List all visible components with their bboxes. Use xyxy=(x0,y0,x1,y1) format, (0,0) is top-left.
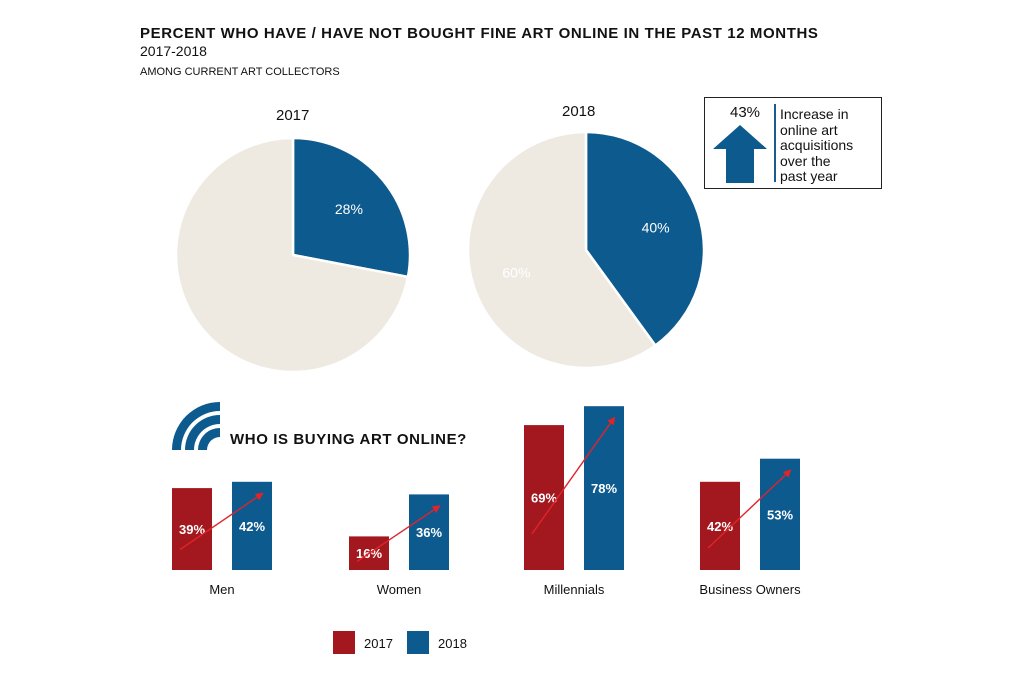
legend-swatch-2017 xyxy=(333,631,355,654)
pie-2018-slice-0 xyxy=(584,130,706,348)
trend-arrow xyxy=(531,416,616,535)
bar-business-owners-2017 xyxy=(700,481,740,570)
growth-description: Increase in online art acquisitions over… xyxy=(780,106,854,185)
bar-data-label: 36% xyxy=(416,525,442,540)
pie-2017-slice-1 xyxy=(174,136,410,374)
growth-callout: 43% Increase in online art acquisitions … xyxy=(704,97,882,189)
pie-2017-slice-0 xyxy=(291,136,412,279)
bar-data-label: 53% xyxy=(767,507,793,522)
bar-men-2018 xyxy=(232,481,272,570)
pie-chart-2018: 40% 60% xyxy=(466,130,706,370)
bar-data-label: 42% xyxy=(707,519,733,534)
pie-2018-title: 2018 xyxy=(562,103,596,120)
wifi-signal-icon xyxy=(172,402,220,450)
bar-men-2017 xyxy=(172,488,212,570)
bar-data-label: 42% xyxy=(239,519,265,534)
trend-arrow xyxy=(707,469,792,549)
category-label: Business Owners xyxy=(699,582,801,597)
chart-note: AMONG CURRENT ART COLLECTORS xyxy=(140,66,340,78)
category-label: Men xyxy=(209,582,234,597)
growth-value: 43% xyxy=(730,104,761,121)
category-label: Women xyxy=(377,582,422,597)
growth-text-line: Increase in xyxy=(780,106,849,122)
bar-data-label: 78% xyxy=(591,481,617,496)
trend-arrow xyxy=(179,492,264,551)
chart-title: PERCENT WHO HAVE / HAVE NOT BOUGHT FINE … xyxy=(140,25,819,42)
pie-2018-slice-label-1: 60% xyxy=(502,265,530,281)
pie-2017-title: 2017 xyxy=(276,107,310,124)
pie-chart-2017: 28% xyxy=(174,136,412,374)
pie-2018-slice-label-0: 40% xyxy=(642,219,670,235)
legend-label-2017: 2017 xyxy=(364,636,393,651)
category-label: Millennials xyxy=(544,582,605,597)
arrow-up-icon xyxy=(713,125,767,183)
section-title: WHO IS BUYING ART ONLINE? xyxy=(230,431,467,448)
callout-divider xyxy=(774,104,776,182)
pie-2018-slice-1 xyxy=(466,130,658,370)
growth-text-line: online art xyxy=(780,121,838,138)
bar-business-owners-2018 xyxy=(760,458,800,570)
growth-text-line: past year xyxy=(780,168,838,184)
legend-label-2018: 2018 xyxy=(438,636,467,651)
bar-women-2018 xyxy=(409,494,449,570)
legend-swatch-2018 xyxy=(407,631,429,654)
chart-subtitle: 2017-2018 xyxy=(140,43,207,59)
bar-data-label: 69% xyxy=(531,491,557,506)
bar-data-label: 39% xyxy=(179,522,205,537)
trend-arrow xyxy=(356,505,441,563)
growth-text-line: over the xyxy=(780,152,831,169)
growth-text-line: acquisitions xyxy=(780,137,854,153)
pie-2017-slice-label-0: 28% xyxy=(335,201,363,217)
